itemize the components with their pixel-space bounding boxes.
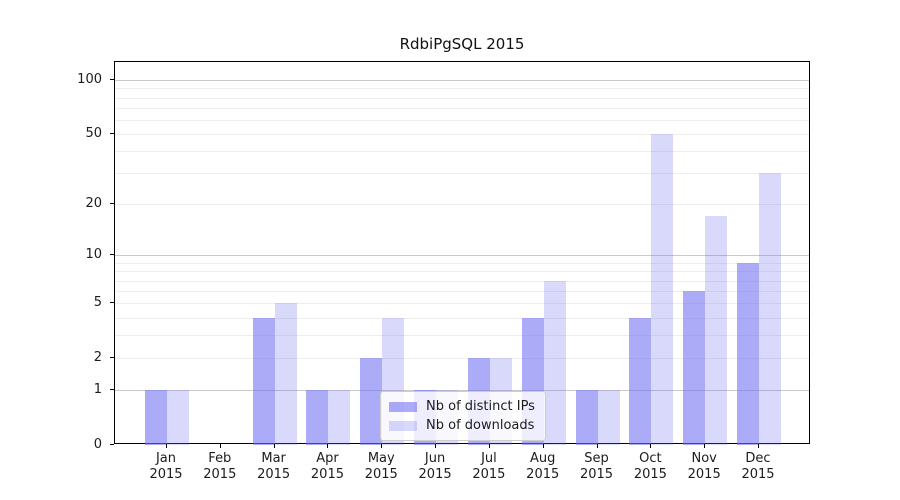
gridline-minor bbox=[115, 303, 809, 305]
bar-nb-of-downloads-jan bbox=[167, 390, 189, 445]
legend-swatch-distinct-ips bbox=[389, 401, 417, 412]
x-tick-mark bbox=[596, 444, 598, 448]
x-tick-mark bbox=[435, 444, 437, 448]
x-tick-mark bbox=[327, 444, 329, 448]
y-tick-mark bbox=[110, 302, 114, 304]
x-tick-mark bbox=[219, 444, 221, 448]
gridline-major bbox=[115, 390, 809, 392]
y-tick-mark bbox=[110, 357, 114, 359]
bar-nb-of-distinct-ips-apr bbox=[306, 390, 329, 445]
bar-nb-of-distinct-ips-dec bbox=[737, 262, 759, 445]
bar-nb-of-downloads-nov bbox=[705, 216, 728, 445]
legend-label-distinct-ips: Nb of distinct IPs bbox=[426, 399, 535, 414]
gridline-minor bbox=[115, 107, 809, 109]
y-tick-label-50: 50 bbox=[85, 126, 102, 142]
y-tick-label-20: 20 bbox=[85, 196, 102, 212]
bar-nb-of-downloads-mar bbox=[274, 303, 297, 445]
x-tick-mark bbox=[650, 444, 652, 448]
gridline-minor bbox=[115, 88, 809, 90]
x-tick-label-aug: Aug 2015 bbox=[526, 451, 560, 482]
x-tick-label-apr: Apr 2015 bbox=[310, 451, 344, 482]
y-tick-label-100: 100 bbox=[77, 72, 102, 88]
x-tick-mark bbox=[488, 444, 490, 448]
y-tick-label-1: 1 bbox=[93, 382, 102, 398]
x-tick-label-feb: Feb 2015 bbox=[203, 451, 237, 482]
x-tick-label-mar: Mar 2015 bbox=[257, 451, 291, 482]
x-tick-label-jun: Jun 2015 bbox=[418, 451, 452, 482]
gridline-minor bbox=[115, 335, 809, 337]
bar-nb-of-downloads-dec bbox=[759, 173, 781, 445]
legend: Nb of distinct IPs Nb of downloads bbox=[380, 391, 546, 441]
y-tick-label-0: 0 bbox=[93, 437, 102, 452]
gridline-minor bbox=[115, 358, 809, 360]
x-tick-label-oct: Oct 2015 bbox=[633, 451, 667, 482]
plot-area bbox=[114, 61, 810, 445]
x-tick-label-nov: Nov 2015 bbox=[687, 451, 721, 482]
gridline-major bbox=[115, 255, 809, 257]
x-tick-label-jan: Jan 2015 bbox=[149, 451, 183, 482]
x-tick-mark bbox=[381, 444, 383, 448]
legend-label-downloads: Nb of downloads bbox=[426, 418, 535, 433]
y-tick-mark bbox=[110, 389, 114, 391]
x-tick-mark bbox=[704, 444, 706, 448]
gridline-minor bbox=[115, 271, 809, 273]
gridline-minor bbox=[115, 97, 809, 99]
gridline-minor bbox=[115, 317, 809, 319]
y-tick-mark bbox=[110, 203, 114, 205]
y-tick-label-10: 10 bbox=[85, 247, 102, 263]
x-tick-label-dec: Dec 2015 bbox=[741, 451, 775, 482]
y-tick-mark bbox=[110, 133, 114, 135]
bar-nb-of-distinct-ips-may bbox=[360, 358, 383, 445]
y-tick-mark bbox=[110, 79, 114, 81]
y-tick-label-2: 2 bbox=[93, 350, 102, 366]
legend-swatch-downloads bbox=[389, 420, 417, 431]
gridline-minor bbox=[115, 173, 809, 175]
legend-item-distinct-ips: Nb of distinct IPs bbox=[389, 397, 535, 416]
x-tick-mark bbox=[166, 444, 167, 448]
x-tick-label-may: May 2015 bbox=[364, 451, 398, 482]
x-tick-label-jul: Jul 2015 bbox=[472, 451, 506, 482]
gridline-minor bbox=[115, 291, 809, 293]
gridline-minor bbox=[115, 134, 809, 136]
gridline-minor bbox=[115, 119, 809, 121]
y-tick-mark bbox=[110, 444, 114, 445]
x-tick-mark bbox=[542, 444, 544, 448]
bar-nb-of-downloads-apr bbox=[328, 390, 351, 445]
legend-item-downloads: Nb of downloads bbox=[389, 416, 535, 435]
bar-nb-of-downloads-sep bbox=[597, 390, 620, 445]
gridline-minor bbox=[115, 204, 809, 206]
gridline-minor bbox=[115, 151, 809, 153]
y-tick-mark bbox=[110, 254, 114, 256]
chart-title: RdbiPgSQL 2015 bbox=[399, 35, 525, 53]
x-tick-mark bbox=[273, 444, 275, 448]
bar-nb-of-downloads-aug bbox=[543, 280, 566, 445]
gridline-major bbox=[115, 80, 809, 82]
y-tick-label-5: 5 bbox=[93, 295, 102, 311]
bar-nb-of-downloads-oct bbox=[651, 134, 674, 445]
gridline-minor bbox=[115, 262, 809, 264]
bar-nb-of-distinct-ips-sep bbox=[575, 390, 598, 445]
x-tick-label-sep: Sep 2015 bbox=[579, 451, 614, 482]
bar-nb-of-distinct-ips-oct bbox=[629, 317, 652, 445]
bar-nb-of-distinct-ips-jan bbox=[145, 390, 167, 445]
gridline-minor bbox=[115, 280, 809, 282]
bar-nb-of-distinct-ips-mar bbox=[252, 317, 275, 445]
bar-nb-of-distinct-ips-nov bbox=[683, 291, 706, 445]
x-tick-mark bbox=[758, 444, 759, 448]
